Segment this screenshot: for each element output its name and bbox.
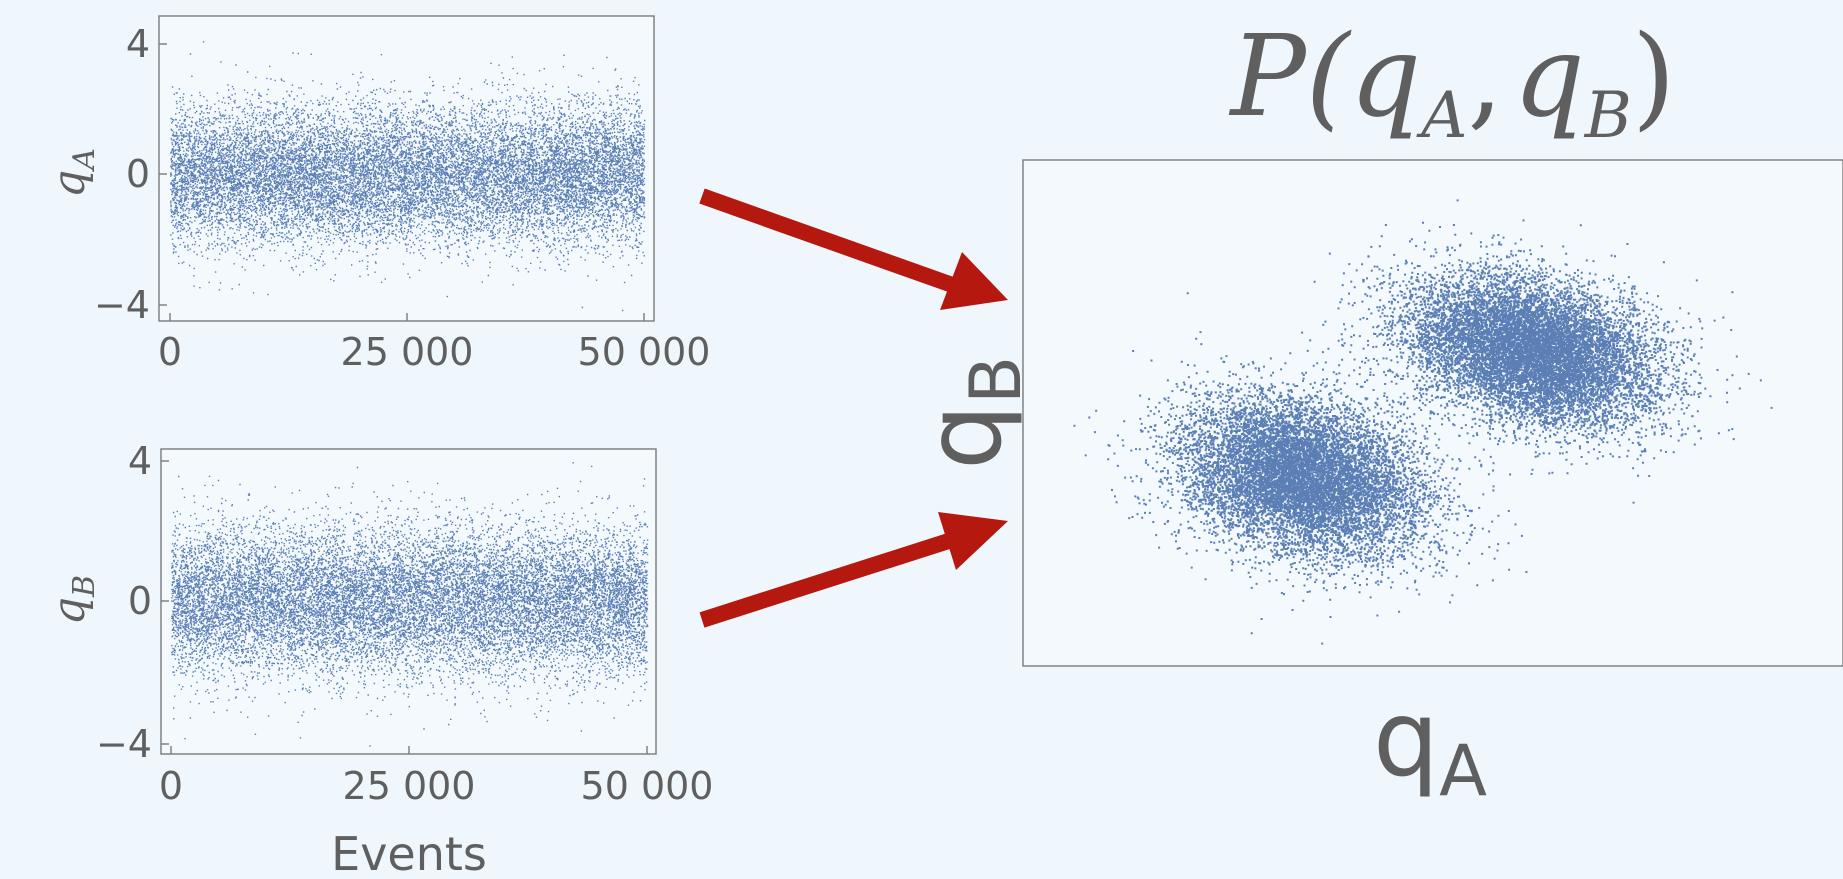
y-axis-label-qb: qB	[44, 575, 102, 625]
y-tick-label: −4	[96, 722, 152, 766]
scatter-points-qa	[170, 41, 646, 312]
x-tick-label: 50 000	[581, 764, 714, 808]
scatter-points-joint	[1073, 199, 1773, 645]
x-axis-label-events: Events	[331, 827, 487, 879]
y-tick-label: 0	[128, 579, 152, 623]
x-tick-label: 0	[158, 330, 182, 374]
y-axis-label-qa: qA	[44, 148, 102, 198]
chart-title: P(qA,qB)	[1228, 12, 1675, 153]
arrow-top	[699, 188, 1008, 310]
data-points	[170, 41, 646, 312]
data-points-cluster-lower-left	[1073, 292, 1528, 645]
chart-qb-series: 4 0 −4 0 25 000 50 000 qB Events	[44, 439, 713, 879]
data-points	[171, 462, 649, 747]
y-axis-label-joint: qB	[903, 356, 1037, 470]
x-tick-label: 50 000	[578, 330, 711, 374]
chart-qa-series: 4 0 −4 0 25 000 50 000 qA	[44, 15, 711, 374]
plot-area-qb	[160, 448, 657, 755]
x-tick-label: 25 000	[343, 764, 476, 808]
scatter-points-qb	[171, 462, 649, 747]
y-tick-label: 4	[128, 439, 152, 483]
y-tick-label: 4	[126, 22, 150, 66]
x-axis-label-joint: qA	[1373, 678, 1487, 812]
chart-joint-distribution: P(qA,qB) qB qA	[903, 12, 1843, 812]
arrow-bottom	[699, 512, 1008, 628]
y-tick-label: −4	[94, 283, 150, 327]
arrows	[699, 188, 1008, 628]
x-tick-label: 0	[159, 764, 183, 808]
x-tick-label: 25 000	[341, 330, 474, 374]
y-tick-label: 0	[126, 152, 150, 196]
data-points-cluster-upper-right	[1301, 199, 1773, 504]
